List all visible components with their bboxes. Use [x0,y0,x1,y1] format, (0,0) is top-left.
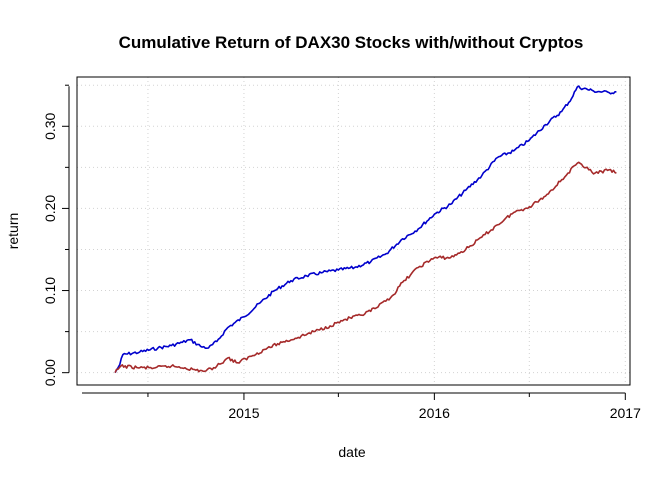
y-tick-label: 0.20 [42,195,58,222]
grid [77,77,630,385]
x-tick-label: 2017 [610,405,641,421]
x-tick-label: 2015 [228,405,259,421]
chart-title: Cumulative Return of DAX30 Stocks with/w… [119,33,584,52]
y-tick-label: 0.10 [42,277,58,304]
y-axis-label: return [5,213,21,250]
x-tick-label: 2016 [419,405,450,421]
y-tick-label: 0.30 [42,112,58,139]
y-axis: 0.00 0.10 0.20 0.30 [42,84,70,386]
x-axis: 2015 2016 2017 [82,392,641,421]
series-line-1 [114,85,617,374]
plot-frame [76,76,631,386]
series-layer [114,85,617,374]
series-line-2 [114,161,617,374]
y-tick-label: 0.00 [42,359,58,386]
x-axis-label: date [338,444,365,460]
